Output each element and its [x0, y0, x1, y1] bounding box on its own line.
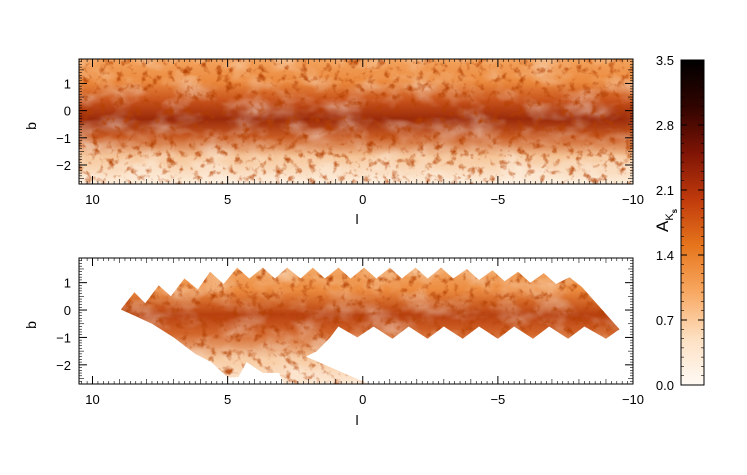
bottom-y-tick-label: −1	[56, 330, 71, 345]
bottom-y-tick-label: 0	[64, 303, 71, 318]
bottom-extinction-mosaic	[120, 267, 620, 384]
top-x-tick-label: 0	[359, 192, 366, 207]
colorbar-tick-labels: 0.0 0.7 1.4 2.1 2.8 3.5	[656, 53, 674, 393]
bottom-x-tick-label: −5	[490, 392, 505, 407]
bottom-y-tick-label: 1	[64, 276, 71, 291]
svg-text:AKs: AKs	[653, 208, 679, 232]
colorbar-tick-label: 3.5	[656, 53, 674, 68]
colorbar-fill	[681, 60, 704, 385]
colorbar-label-main: A	[653, 220, 672, 232]
bottom-x-tick-label: 5	[224, 392, 231, 407]
top-axis-ticks	[79, 58, 634, 184]
bottom-x-axis-label: l	[355, 412, 358, 428]
colorbar-tick-label: 2.1	[656, 183, 674, 198]
colorbar-tick-label: 1.4	[656, 248, 674, 263]
top-y-tick-label: −2	[56, 158, 71, 173]
top-x-tick-label: −10	[622, 192, 644, 207]
colorbar-tick-label: 2.8	[656, 118, 674, 133]
bottom-x-tick-label: 10	[85, 392, 99, 407]
colorbar-label: AKs	[653, 208, 679, 232]
colorbar-ticks	[681, 59, 704, 386]
top-x-tick-label: 10	[85, 192, 99, 207]
colorbar-tick-label: 0.7	[656, 313, 674, 328]
top-x-axis-label: l	[355, 211, 358, 227]
top-extinction-map	[79, 59, 633, 184]
bottom-x-tick-label: 0	[359, 392, 366, 407]
top-x-tick-label: −5	[490, 192, 505, 207]
top-y-tick-label: 1	[64, 76, 71, 91]
bottom-y-tick-label: −2	[56, 358, 71, 373]
bottom-x-tick-label: −10	[622, 392, 644, 407]
bottom-axis-ticks	[79, 257, 634, 384]
top-y-axis-label: b	[23, 122, 39, 130]
top-y-tick-label: 0	[64, 104, 71, 119]
colorbar-label-sub: K	[664, 213, 676, 221]
bottom-y-axis-label: b	[23, 321, 39, 329]
colorbar-frame	[680, 59, 705, 386]
top-y-tick-label: −1	[56, 131, 71, 146]
colorbar-tick-label: 0.0	[656, 378, 674, 393]
top-x-tick-label: 5	[224, 192, 231, 207]
colorbar-label-sup: s	[670, 208, 679, 213]
colorbar: 0.0 0.7 1.4 2.1 2.8 3.5 AKs	[653, 53, 705, 393]
